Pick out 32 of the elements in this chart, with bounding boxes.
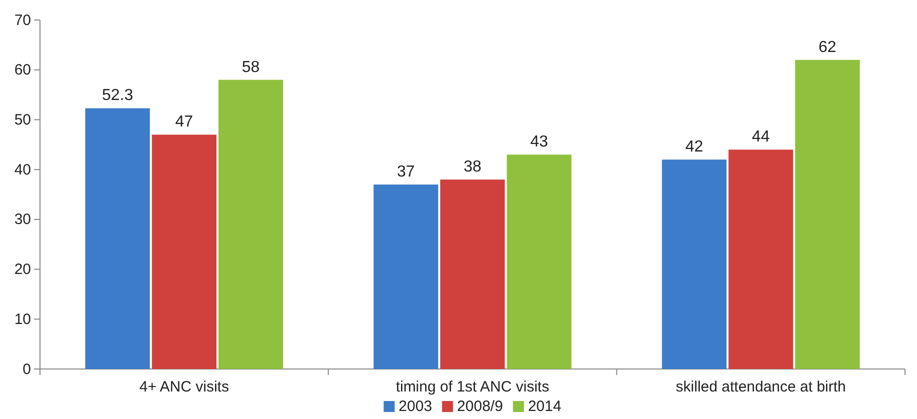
y-tick-label: 20 xyxy=(14,261,31,278)
bar xyxy=(152,134,216,369)
y-tick-label: 70 xyxy=(14,12,31,29)
bar xyxy=(440,180,505,369)
data-label: 47 xyxy=(175,114,194,131)
legend-label: 2003 xyxy=(398,398,432,415)
data-label: 43 xyxy=(530,134,548,151)
y-tick-label: 40 xyxy=(14,161,31,178)
x-tick-label: 4+ ANC visits xyxy=(139,378,229,396)
y-tick-label: 0 xyxy=(22,360,31,378)
data-label: 52.3 xyxy=(102,87,134,104)
bar xyxy=(795,60,860,369)
bar xyxy=(506,154,572,369)
bar xyxy=(728,150,794,369)
x-tick-label: timing of 1st ANC visits xyxy=(396,378,550,396)
bar xyxy=(374,184,438,369)
data-label: 38 xyxy=(464,158,482,176)
data-label: 44 xyxy=(752,128,770,146)
data-label: 37 xyxy=(396,164,415,181)
y-tick-label: 50 xyxy=(14,112,31,129)
x-tick-label: skilled attendance at birth xyxy=(676,378,846,396)
data-label: 58 xyxy=(242,58,260,76)
y-tick-label: 30 xyxy=(14,211,31,228)
bar xyxy=(662,160,727,369)
data-label: 42 xyxy=(685,138,704,156)
data-label: 62 xyxy=(818,38,836,56)
bar xyxy=(218,80,284,369)
bar xyxy=(85,108,150,369)
y-tick-label: 10 xyxy=(14,310,31,328)
legend-label: 2014 xyxy=(528,398,562,415)
y-tick-label: 60 xyxy=(14,62,31,79)
legend-label: 2008/9 xyxy=(457,398,503,415)
